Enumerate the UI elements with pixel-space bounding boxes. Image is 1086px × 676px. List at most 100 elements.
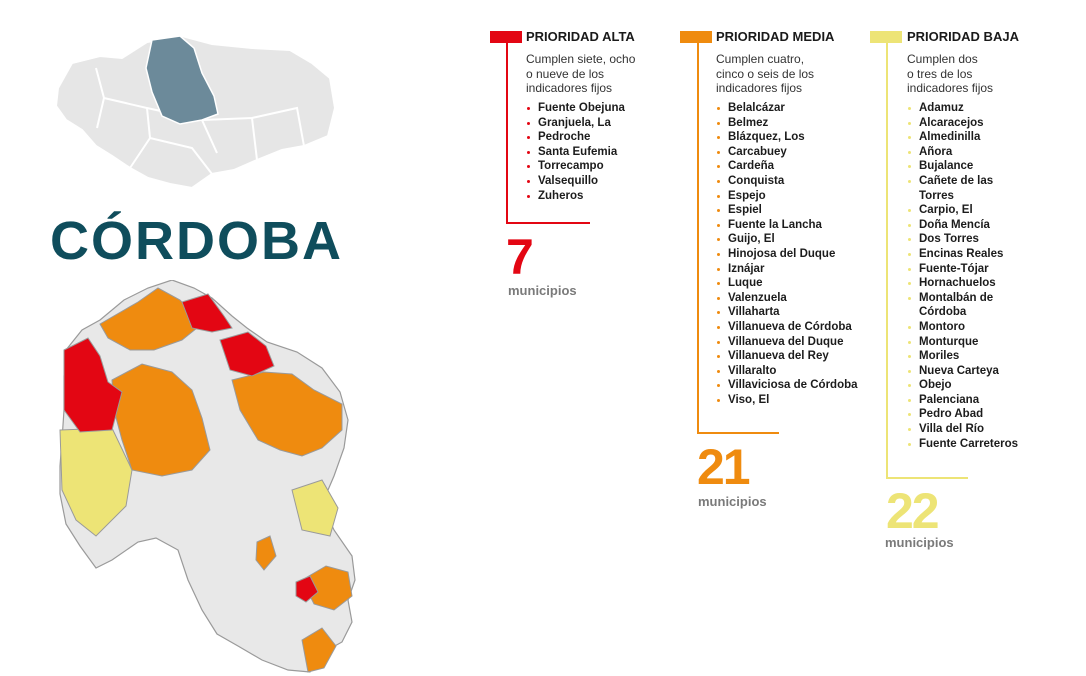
alta-list-item: Fuente Obejuna xyxy=(526,101,625,116)
baja-list-item: Carpio, El xyxy=(907,203,1018,218)
alta-municipality-list: Fuente Obejuna Granjuela, La Pedroche Sa… xyxy=(526,101,625,203)
muni-alta-north xyxy=(181,293,233,333)
baja-list-item: Encinas Reales xyxy=(907,247,1018,262)
cordoba-municipalities-map xyxy=(59,280,356,673)
muni-media-southeast xyxy=(301,627,337,673)
media-list-item: Villaviciosa de Córdoba xyxy=(716,378,858,393)
baja-list-item: Monturque xyxy=(907,335,1018,350)
baja-vertical-line xyxy=(886,43,888,478)
alta-count: 7 xyxy=(506,229,534,285)
andalucia-locator-map xyxy=(54,34,337,190)
baja-list-item: Fuente-Tójar xyxy=(907,262,1018,277)
media-list-item: Carcabuey xyxy=(716,145,858,160)
media-list-item: Villanueva de Córdoba xyxy=(716,320,858,335)
alta-description-line: Cumplen siete, ocho xyxy=(526,52,636,66)
baja-list-item: Pedro Abad xyxy=(907,407,1018,422)
muni-baja-south xyxy=(291,479,339,537)
media-list-item: Blázquez, Los xyxy=(716,130,858,145)
media-description: Cumplen cuatro, cinco o seis de los indi… xyxy=(716,52,814,96)
muni-baja-west xyxy=(59,427,133,537)
cordoba-highlight xyxy=(145,35,219,125)
baja-list-item: Villa del Río xyxy=(907,422,1018,437)
media-count: 21 xyxy=(697,439,751,495)
media-list-item: Belmez xyxy=(716,116,858,131)
alta-list-item: Zuheros xyxy=(526,189,625,204)
alta-color-swatch xyxy=(490,31,522,43)
media-list-item: Hinojosa del Duque xyxy=(716,247,858,262)
muni-alta-east xyxy=(219,331,275,377)
baja-list-item: Moriles xyxy=(907,349,1018,364)
muni-media-north xyxy=(99,287,203,351)
alta-list-item: Granjuela, La xyxy=(526,116,625,131)
alta-list-item: Torrecampo xyxy=(526,159,625,174)
muni-alta-fuente-obejuna xyxy=(63,337,123,433)
baja-municipality-list: Adamuz Alcaracejos Almedinilla Añora Buj… xyxy=(907,101,1018,451)
media-vertical-line xyxy=(697,43,699,433)
baja-list-item: Obejo xyxy=(907,378,1018,393)
page-title: CÓRDOBA xyxy=(50,211,343,271)
baja-list-item-continuation: Torres xyxy=(919,189,954,202)
media-list-item: Villaralto xyxy=(716,364,858,379)
media-list-item: Conquista xyxy=(716,174,858,189)
media-description-line: indicadores fijos xyxy=(716,81,803,95)
media-heading: PRIORIDAD MEDIA xyxy=(716,29,835,44)
media-description-line: Cumplen cuatro, xyxy=(716,52,805,66)
media-horizontal-line xyxy=(697,432,779,434)
baja-list-item: Adamuz xyxy=(907,101,1018,116)
muni-media-south xyxy=(301,565,353,611)
muni-media-east xyxy=(231,371,343,457)
media-list-item: Belalcázar xyxy=(716,101,858,116)
media-list-item: Fuente la Lancha xyxy=(716,218,858,233)
muni-media-center xyxy=(111,363,211,477)
baja-list-item: Hornachuelos xyxy=(907,276,1018,291)
media-list-item: Iznájar xyxy=(716,262,858,277)
baja-list-item: Cañete de las xyxy=(907,174,1018,189)
media-list-item: Guijo, El xyxy=(716,232,858,247)
baja-heading: PRIORIDAD BAJA xyxy=(907,29,1019,44)
muni-alta-zuheros xyxy=(295,575,319,603)
alta-description-line: indicadores fijos xyxy=(526,81,613,95)
media-list-item: Villaharta xyxy=(716,305,858,320)
media-description-line: cinco o seis de los xyxy=(716,66,815,81)
baja-list-item: Montalbán de xyxy=(907,291,1018,306)
media-count-label: municipios xyxy=(698,494,767,509)
media-list-item: Viso, El xyxy=(716,393,858,408)
baja-description-line: o tres de los xyxy=(907,66,973,81)
baja-list-item: Doña Mencía xyxy=(907,218,1018,233)
alta-description-line: o nueve de los xyxy=(526,66,605,81)
baja-count: 22 xyxy=(886,483,940,539)
baja-description: Cumplen dos o tres de los indicadores fi… xyxy=(907,52,993,96)
baja-horizontal-line xyxy=(886,477,968,479)
muni-media-small xyxy=(255,535,277,571)
baja-list-item: Añora xyxy=(907,145,1018,160)
alta-list-item: Valsequillo xyxy=(526,174,625,189)
baja-list-item: Dos Torres xyxy=(907,232,1018,247)
media-list-item: Espejo xyxy=(716,189,858,204)
media-list-item: Villanueva del Duque xyxy=(716,335,858,350)
baja-list-item: Nueva Carteya xyxy=(907,364,1018,379)
media-list-item: Luque xyxy=(716,276,858,291)
baja-list-item: Almedinilla xyxy=(907,130,1018,145)
alta-vertical-line xyxy=(506,43,508,223)
alta-description: Cumplen siete, ocho o nueve de los indic… xyxy=(526,52,635,96)
baja-list-item-continuation: Córdoba xyxy=(919,306,967,319)
alta-horizontal-line xyxy=(506,222,590,224)
baja-list-item: Bujalance xyxy=(907,159,1018,174)
alta-heading: PRIORIDAD ALTA xyxy=(526,29,635,44)
media-list-item: Espiel xyxy=(716,203,858,218)
baja-list-item: Montoro xyxy=(907,320,1018,335)
alta-list-item: Santa Eufemia xyxy=(526,145,625,160)
media-list-item: Cardeña xyxy=(716,159,858,174)
alta-count-label: municipios xyxy=(508,283,577,298)
media-color-swatch xyxy=(680,31,712,43)
baja-count-label: municipios xyxy=(885,535,954,550)
media-municipality-list: Belalcázar Belmez Blázquez, Los Carcabue… xyxy=(716,101,858,407)
baja-list-item: Palenciana xyxy=(907,393,1018,408)
baja-list-item: Alcaracejos xyxy=(907,116,1018,131)
baja-description-line: Cumplen dos xyxy=(907,52,978,66)
baja-description-line: indicadores fijos xyxy=(907,81,994,95)
alta-list-item: Pedroche xyxy=(526,130,625,145)
baja-list-item: Fuente Carreteros xyxy=(907,437,1018,452)
baja-color-swatch xyxy=(870,31,902,43)
media-list-item: Valenzuela xyxy=(716,291,858,306)
